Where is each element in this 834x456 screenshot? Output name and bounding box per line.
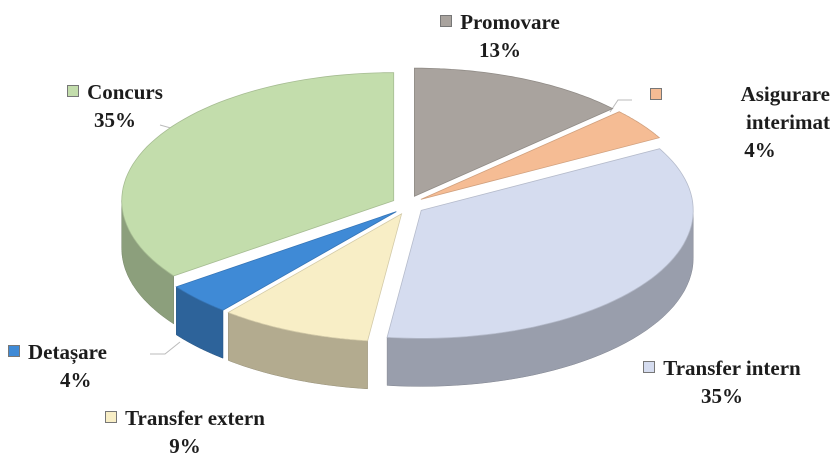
leader-line xyxy=(609,99,632,113)
legend-swatch xyxy=(8,345,20,357)
category-label: Concurs xyxy=(87,80,163,104)
value-label: 13% xyxy=(479,38,521,62)
label: Concurs 35% xyxy=(30,78,200,134)
leader-line xyxy=(150,341,181,355)
legend-swatch xyxy=(643,361,656,373)
legend-swatch xyxy=(650,88,662,100)
label: Transfer extern 9% xyxy=(65,404,305,456)
slice xyxy=(386,148,694,339)
slice xyxy=(420,111,661,200)
slice xyxy=(121,72,395,277)
legend-swatch xyxy=(67,85,80,97)
value-label: 35% xyxy=(94,108,136,132)
value-label: 4% xyxy=(744,138,776,162)
slice xyxy=(227,212,403,342)
label: Promovare 13% xyxy=(400,8,600,64)
value-label: 4% xyxy=(60,368,92,392)
category-label: Transfer intern xyxy=(663,356,801,380)
category-label: Transfer extern xyxy=(125,406,265,430)
legend-swatch xyxy=(440,15,453,27)
label: Transfer intern 35% xyxy=(610,354,834,410)
label: Detașare 4% xyxy=(0,338,160,394)
legend-swatch xyxy=(105,411,118,423)
label: Asigurare interimat 4% xyxy=(640,80,830,164)
value-label: 35% xyxy=(701,384,743,408)
category-label: Asigurare interimat xyxy=(740,82,830,134)
category-label: Detașare xyxy=(28,340,107,364)
slice xyxy=(414,67,614,197)
category-label: Promovare xyxy=(460,10,560,34)
slice xyxy=(175,211,397,311)
value-label: 9% xyxy=(169,434,201,456)
